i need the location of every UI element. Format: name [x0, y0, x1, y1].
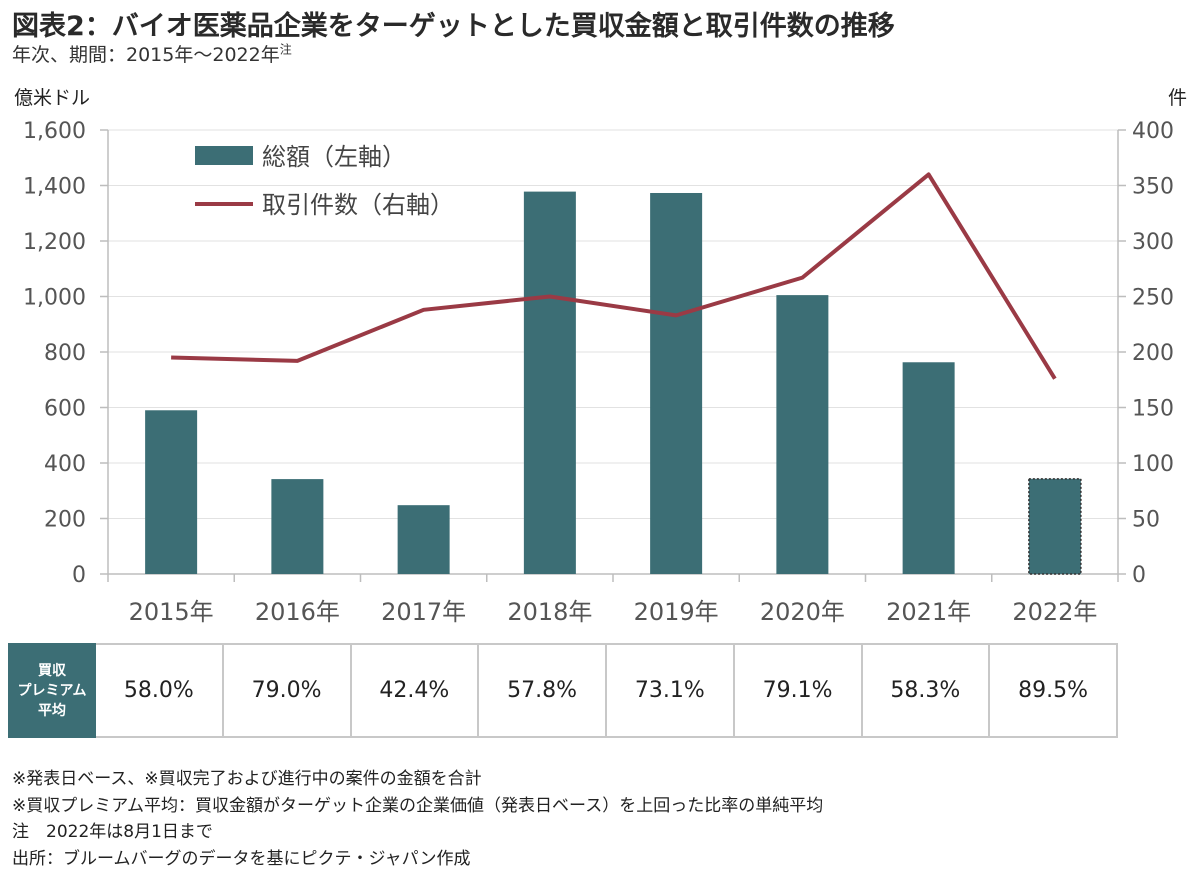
- bar-2017年: [397, 505, 450, 574]
- right-tick-label: 200: [1132, 341, 1174, 366]
- right-tick-label: 150: [1132, 397, 1174, 422]
- right-tick-label: 50: [1132, 508, 1160, 533]
- premium-header-line-3: 平均: [38, 702, 66, 719]
- premium-cell-2017: 42.4%: [349, 643, 480, 738]
- bar-2021年: [902, 362, 955, 574]
- x-tick-label: 2018年: [507, 598, 592, 626]
- x-tick-label: 2016年: [255, 598, 340, 626]
- premium-header-line-2: プレミアム: [17, 682, 87, 699]
- premium-table: 買収 プレミアム 平均 58.0% 79.0% 42.4% 57.8% 73.1…: [8, 643, 1118, 738]
- premium-cell-2015: 58.0%: [94, 643, 224, 738]
- right-tick-label: 350: [1132, 175, 1174, 200]
- legend-bar-swatch: [195, 146, 253, 165]
- x-tick-label: 2019年: [634, 598, 719, 626]
- left-tick-label: 400: [44, 452, 86, 477]
- x-tick-label: 2015年: [129, 598, 214, 626]
- premium-header-line-1: 買収: [38, 662, 66, 679]
- premium-cell-2021: 58.3%: [860, 643, 991, 738]
- footnotes: ※発表日ベース、※買収完了および進行中の案件の金額を合計 ※買収プレミアム平均：…: [12, 766, 823, 872]
- x-tick-label: 2020年: [760, 598, 845, 626]
- legend-bar-label: 総額（左軸）: [262, 143, 406, 171]
- right-tick-label: 400: [1132, 119, 1174, 144]
- footnote-1: ※発表日ベース、※買収完了および進行中の案件の金額を合計: [12, 769, 482, 789]
- left-tick-label: 1,400: [23, 175, 86, 200]
- bar-2020年: [776, 295, 829, 574]
- deal-count-line: [171, 172, 1057, 380]
- x-tick-label: 2017年: [381, 598, 466, 626]
- right-tick-label: 0: [1132, 563, 1146, 588]
- subtitle-note-mark: 注: [279, 42, 292, 57]
- x-tick-label: 2021年: [886, 598, 971, 626]
- footnote-4: 出所：ブルームバーグのデータを基にピクテ・ジャパン作成: [12, 848, 471, 869]
- left-tick-label: 1,600: [23, 119, 86, 144]
- left-tick-label: 1,000: [23, 286, 86, 311]
- left-axis-unit: 億米ドル: [14, 87, 90, 109]
- right-axis-unit: 件: [1168, 87, 1187, 109]
- bar-2019年: [650, 192, 703, 574]
- footnote-3: 注 2022年は8月1日まで: [12, 822, 213, 842]
- premium-cell-2016: 79.0%: [221, 643, 352, 738]
- bar-2018年: [523, 191, 576, 575]
- premium-cell-2020: 79.1%: [732, 643, 863, 738]
- combo-chart: 0 200 400 600 800 1,000 1,200 1,400 1,600 0 50 100 1…: [14, 87, 1187, 626]
- premium-header-cell: 買収 プレミアム 平均: [8, 643, 96, 738]
- premium-cell-2022: 89.5%: [988, 643, 1118, 738]
- left-tick-label: 0: [72, 563, 86, 588]
- premium-row: 買収 プレミアム 平均 58.0% 79.0% 42.4% 57.8% 73.1…: [8, 643, 1118, 738]
- left-tick-label: 800: [44, 341, 86, 366]
- chart-title: 図表2：バイオ医薬品企業をターゲットとした買収金額と取引件数の推移: [12, 11, 895, 42]
- premium-cell-2018: 57.8%: [477, 643, 607, 738]
- bar-2016年: [271, 479, 324, 574]
- x-tick-label: 2022年: [1012, 598, 1097, 626]
- legend-line-label: 取引件数（右軸）: [262, 191, 454, 219]
- left-tick-label: 200: [44, 508, 86, 533]
- right-tick-label: 250: [1132, 286, 1174, 311]
- premium-cell-2019: 73.1%: [605, 643, 735, 738]
- chart-subtitle: 年次、期間：2015年～2022年注: [12, 40, 292, 67]
- right-tick-label: 100: [1132, 452, 1174, 477]
- bar-2015年: [145, 410, 198, 574]
- left-tick-label: 600: [44, 397, 86, 422]
- subtitle-text: 年次、期間：2015年～2022年: [12, 44, 280, 66]
- bar-2022年: [1028, 478, 1082, 575]
- footnote-2: ※買収プレミアム平均：買収金額がターゲット企業の企業価値（発表日ベース）を上回っ…: [12, 795, 824, 816]
- right-tick-label: 300: [1132, 230, 1174, 255]
- left-tick-label: 1,200: [23, 230, 86, 255]
